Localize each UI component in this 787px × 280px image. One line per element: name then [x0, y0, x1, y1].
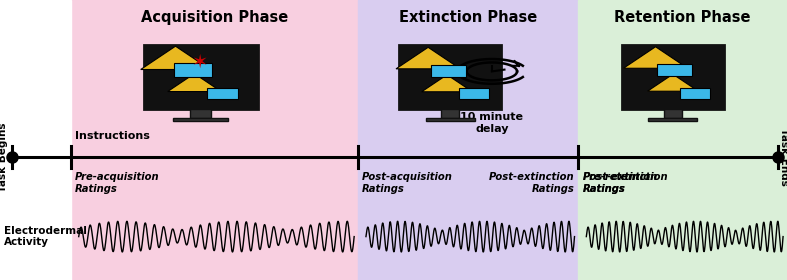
Text: Post-acquisition
Ratings: Post-acquisition Ratings [362, 172, 453, 194]
Bar [71, 0, 358, 280]
Bar [431, 65, 466, 77]
Polygon shape [648, 74, 698, 91]
Text: Task Ends: Task Ends [779, 128, 787, 186]
Text: ✶: ✶ [191, 53, 207, 72]
Bar [459, 88, 489, 99]
Text: Extinction Phase: Extinction Phase [399, 10, 538, 25]
Bar [358, 0, 578, 280]
Polygon shape [141, 46, 210, 69]
Polygon shape [396, 47, 460, 69]
Bar [207, 88, 238, 99]
Text: 10 minute
delay: 10 minute delay [460, 112, 523, 134]
Bar [426, 118, 475, 122]
Bar [441, 109, 460, 118]
Text: Post-extinction
Ratings: Post-extinction Ratings [582, 172, 668, 194]
Bar [174, 63, 212, 77]
Bar [143, 45, 258, 109]
Text: Post-extinction
Ratings: Post-extinction Ratings [489, 172, 575, 194]
Bar [399, 45, 501, 109]
Text: Retention Phase: Retention Phase [615, 10, 751, 25]
Bar [622, 45, 724, 109]
Text: Instructions: Instructions [75, 131, 150, 141]
Polygon shape [422, 75, 472, 92]
Bar [680, 88, 710, 99]
Bar [173, 118, 228, 122]
Bar [578, 0, 787, 280]
Bar [648, 118, 697, 122]
Bar [663, 109, 682, 118]
Text: Electrodermal
Activity: Electrodermal Activity [4, 226, 87, 248]
Polygon shape [168, 74, 221, 92]
Bar [0, 0, 71, 280]
Bar [657, 64, 692, 76]
Bar [190, 109, 211, 118]
Text: Acquisition Phase: Acquisition Phase [141, 10, 288, 25]
Text: Pre-acquisition
Ratings: Pre-acquisition Ratings [75, 172, 160, 194]
Polygon shape [623, 47, 688, 68]
Text: Pre-retention
Ratings: Pre-retention Ratings [582, 172, 658, 194]
Text: Task Begins: Task Begins [0, 122, 8, 192]
